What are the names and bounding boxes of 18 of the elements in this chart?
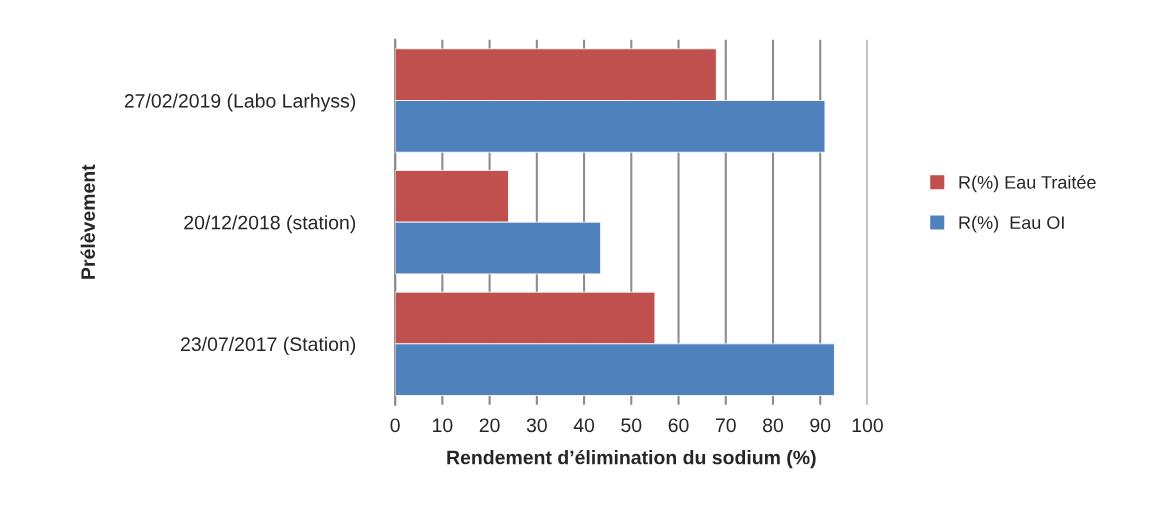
x-tick-label: 50 bbox=[621, 418, 642, 433]
legend-label: R(%) Eau Traitée bbox=[959, 175, 1096, 193]
x-tick-label: 20 bbox=[479, 418, 500, 433]
x-tick-label: 60 bbox=[668, 418, 689, 433]
x-tick-label: 100 bbox=[852, 418, 883, 433]
x-tick-label: 40 bbox=[573, 418, 595, 433]
x-tick-label: 10 bbox=[433, 418, 453, 433]
x-tick-label: 30 bbox=[526, 418, 547, 433]
x-tick-label: 90 bbox=[810, 418, 831, 433]
y-axis-title: Prélèvement bbox=[80, 164, 96, 279]
y-tick-label: 20/12/2018 (station) bbox=[184, 215, 356, 234]
legend-label: R(%) Eau OI bbox=[959, 215, 1064, 233]
y-tick-label: 23/07/2017 (Station) bbox=[181, 336, 356, 355]
y-tick-label: 27/02/2019 (Labo Larhyss) bbox=[124, 93, 356, 112]
x-tick-label: 80 bbox=[763, 418, 784, 433]
x-tick-label: 70 bbox=[715, 418, 736, 433]
x-tick-label: 0 bbox=[390, 418, 400, 433]
x-axis-title: Rendement d’élimination du sodium (%) bbox=[447, 449, 816, 469]
